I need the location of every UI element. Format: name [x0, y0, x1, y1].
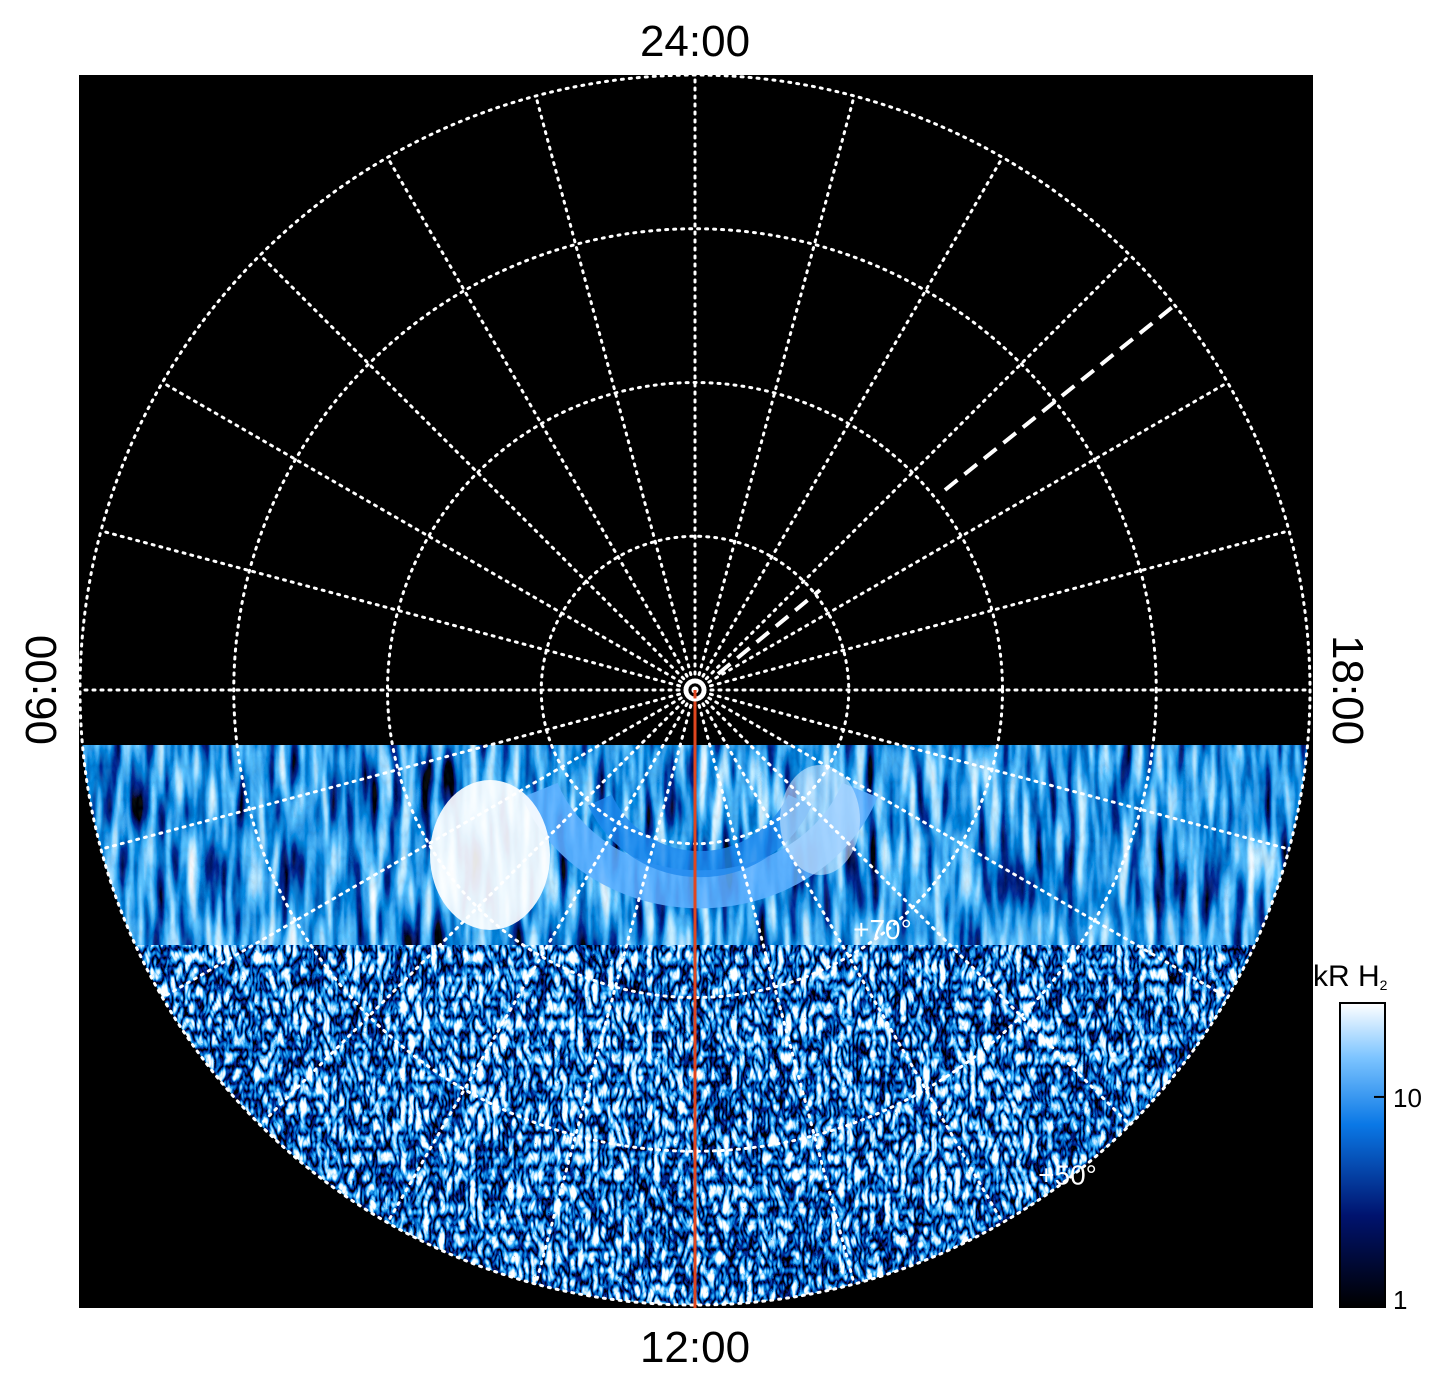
- aurora-bright: [430, 780, 550, 930]
- hour-line: [99, 529, 697, 692]
- hour-line: [99, 688, 697, 851]
- colorbar-tick-label: 10: [1393, 1083, 1422, 1113]
- hour-line: [693, 688, 1132, 1127]
- latitude-ring: [78, 73, 1312, 1307]
- pole-marker: [683, 678, 707, 702]
- latitude-label: +50°: [1038, 1159, 1097, 1190]
- colorbar-label: kR H2: [1313, 960, 1388, 993]
- latitude-ring: [232, 227, 1158, 1153]
- hour-line: [693, 253, 1132, 692]
- aurora-bright: [780, 765, 860, 875]
- hour-line: [693, 688, 1004, 1225]
- hour-line: [693, 688, 1291, 851]
- hour-line: [534, 94, 697, 692]
- colorbar: [1339, 1002, 1386, 1308]
- colorbar-tick-label: 1: [1393, 1285, 1407, 1315]
- hour-line: [693, 688, 1230, 999]
- hour-line: [258, 253, 697, 692]
- time-label-top: 24:00: [640, 17, 750, 66]
- time-label-left: 06:00: [17, 635, 66, 745]
- hour-line: [693, 529, 1291, 692]
- hour-line: [693, 688, 856, 1286]
- grid: [78, 73, 1312, 1307]
- time-label-bottom: 12:00: [640, 1323, 750, 1372]
- colorbar-label-sub: 2: [1380, 977, 1388, 993]
- dashed-reference: [716, 588, 822, 676]
- hour-line: [534, 688, 697, 1286]
- colorbar-label-main: kR H: [1313, 960, 1380, 993]
- hour-line: [693, 381, 1230, 692]
- hour-line: [386, 155, 697, 692]
- hour-line: [693, 94, 856, 692]
- hour-line: [160, 381, 697, 692]
- latitude-label: +70°: [853, 914, 912, 945]
- aurora-arc: [588, 794, 812, 878]
- hour-line: [693, 155, 1004, 692]
- hour-line: [258, 688, 697, 1127]
- colorbar-ticks: 1 10: [1374, 1083, 1422, 1315]
- time-label-right: 18:00: [1323, 635, 1372, 745]
- hour-line: [386, 688, 697, 1225]
- hour-line: [160, 688, 697, 999]
